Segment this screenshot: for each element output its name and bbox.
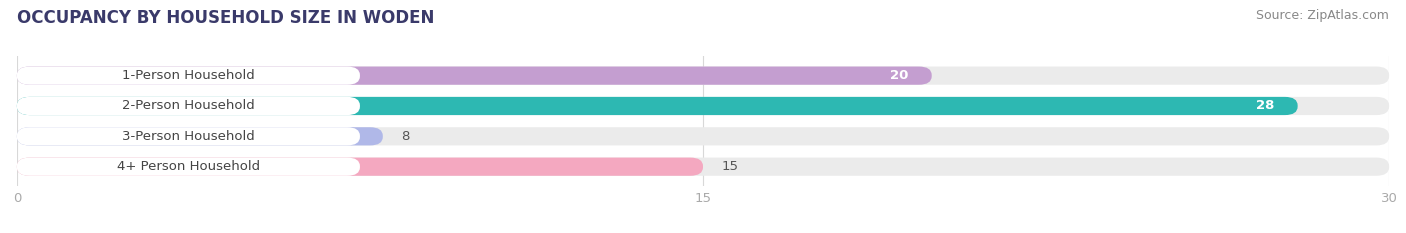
FancyBboxPatch shape <box>17 158 360 176</box>
Text: 20: 20 <box>890 69 908 82</box>
Text: 15: 15 <box>721 160 738 173</box>
FancyBboxPatch shape <box>17 127 360 145</box>
FancyBboxPatch shape <box>17 97 1389 115</box>
Text: 1-Person Household: 1-Person Household <box>122 69 254 82</box>
FancyBboxPatch shape <box>17 127 1389 145</box>
Text: 28: 28 <box>1257 99 1275 113</box>
FancyBboxPatch shape <box>17 97 360 115</box>
FancyBboxPatch shape <box>17 158 703 176</box>
Text: 2-Person Household: 2-Person Household <box>122 99 254 113</box>
Text: OCCUPANCY BY HOUSEHOLD SIZE IN WODEN: OCCUPANCY BY HOUSEHOLD SIZE IN WODEN <box>17 9 434 27</box>
FancyBboxPatch shape <box>17 97 1298 115</box>
FancyBboxPatch shape <box>17 67 932 85</box>
Text: 3-Person Household: 3-Person Household <box>122 130 254 143</box>
FancyBboxPatch shape <box>17 67 1389 85</box>
FancyBboxPatch shape <box>17 158 1389 176</box>
FancyBboxPatch shape <box>17 67 360 85</box>
Text: 8: 8 <box>401 130 409 143</box>
Text: 4+ Person Household: 4+ Person Household <box>117 160 260 173</box>
FancyBboxPatch shape <box>17 127 382 145</box>
Text: Source: ZipAtlas.com: Source: ZipAtlas.com <box>1256 9 1389 22</box>
